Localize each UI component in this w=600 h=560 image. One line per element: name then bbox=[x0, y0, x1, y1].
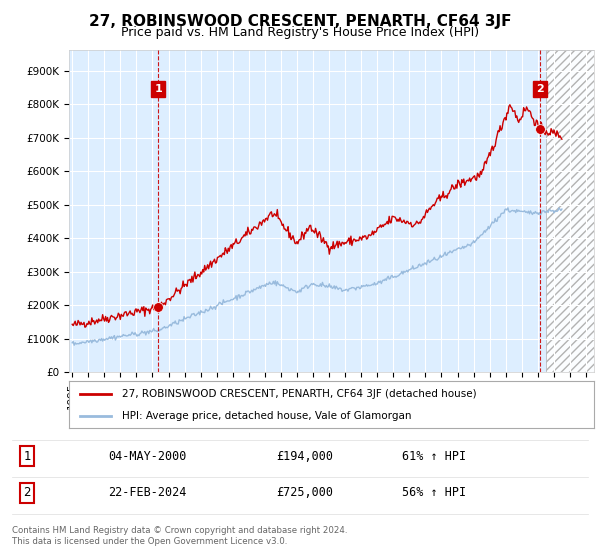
Text: 56% ↑ HPI: 56% ↑ HPI bbox=[402, 486, 466, 500]
Text: £194,000: £194,000 bbox=[276, 450, 333, 463]
Text: 2: 2 bbox=[23, 486, 31, 500]
Text: 22-FEB-2024: 22-FEB-2024 bbox=[108, 486, 187, 500]
Text: 1: 1 bbox=[23, 450, 31, 463]
Bar bbox=[546, 50, 594, 372]
Text: 27, ROBINSWOOD CRESCENT, PENARTH, CF64 3JF (detached house): 27, ROBINSWOOD CRESCENT, PENARTH, CF64 3… bbox=[121, 389, 476, 399]
Text: Contains HM Land Registry data © Crown copyright and database right 2024.
This d: Contains HM Land Registry data © Crown c… bbox=[12, 526, 347, 546]
Text: 04-MAY-2000: 04-MAY-2000 bbox=[108, 450, 187, 463]
Text: 1: 1 bbox=[154, 84, 162, 94]
Text: 2: 2 bbox=[536, 84, 544, 94]
Text: 61% ↑ HPI: 61% ↑ HPI bbox=[402, 450, 466, 463]
Text: £725,000: £725,000 bbox=[276, 486, 333, 500]
Text: Price paid vs. HM Land Registry's House Price Index (HPI): Price paid vs. HM Land Registry's House … bbox=[121, 26, 479, 39]
Text: 27, ROBINSWOOD CRESCENT, PENARTH, CF64 3JF: 27, ROBINSWOOD CRESCENT, PENARTH, CF64 3… bbox=[89, 14, 511, 29]
Text: HPI: Average price, detached house, Vale of Glamorgan: HPI: Average price, detached house, Vale… bbox=[121, 410, 411, 421]
